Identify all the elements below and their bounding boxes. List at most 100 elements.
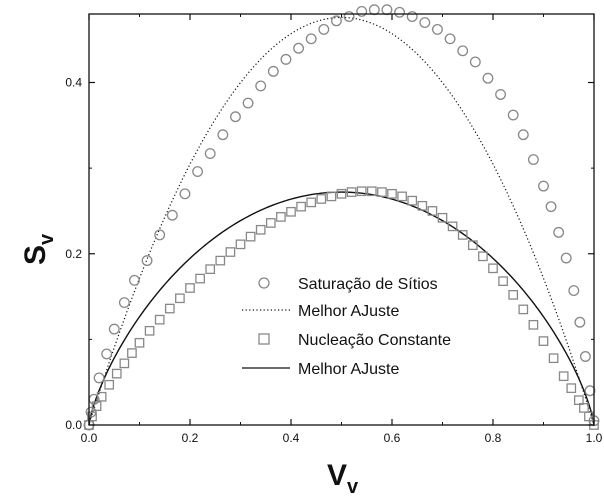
data-point-square [377,187,387,197]
data-point-square [265,218,276,228]
data-point-circle [579,351,591,362]
data-point-square [296,201,306,212]
data-point-square [566,383,577,394]
data-point-circle [217,129,229,141]
data-point-square [387,188,397,199]
legend: Saturação de Sítios Melhor AJuste Nuclea… [242,276,451,378]
data-point-circle [507,109,519,121]
x-tick-label: 0.8 [485,431,502,445]
data-point-square [508,289,519,300]
x-tick-label: 0.0 [81,431,98,445]
data-point-circle [584,385,596,397]
y-tick-label: 0.0 [65,418,82,432]
data-point-square [498,276,508,287]
data-point-circle [141,255,153,267]
data-point-square [437,212,448,223]
data-point-circle [93,372,105,384]
legend-label-melhor-ajuste-dotted: Melhor AJuste [298,303,399,320]
data-point-square [407,195,418,206]
axis-ticks: 0.0 0.2 0.4 0.6 0.8 1.0 0.0 0.2 0.4 [65,14,603,445]
legend-symbol-square [258,333,270,345]
data-point-circle [560,252,572,264]
data-point-circle [574,316,586,328]
data-point-square [245,231,256,242]
x-tick-label: 0.6 [384,431,401,445]
data-point-square [134,337,145,348]
data-point-circle [356,5,368,17]
x-axis-label: Vv [327,459,359,498]
fit-line-dotted [88,16,595,426]
data-point-circle [545,201,557,213]
x-tick-label: 0.2 [182,431,199,445]
data-point-circle [166,209,178,221]
data-point-square [346,187,357,197]
data-point-square [91,401,102,412]
fit-line-solid [88,191,595,426]
data-point-circle [432,23,443,35]
data-point-square [457,230,468,240]
data-point-square [164,303,175,314]
data-point-circle [343,11,355,23]
data-point-square [336,188,347,199]
data-point-square [205,264,216,275]
data-point-circle [318,23,330,35]
data-point-square [215,255,226,266]
data-point-circle [179,188,191,200]
data-point-square [104,379,115,390]
data-point-square [366,186,377,197]
legend-label-nucleacao: Nucleação Constante [298,332,451,349]
data-point-circle [419,17,431,29]
data-point-circle [368,4,380,16]
data-point-circle [538,180,549,192]
data-point-circle [527,154,539,166]
y-axis-label-main: S [19,245,52,265]
data-point-circle [128,274,140,286]
data-point-square [447,221,458,232]
data-point-square [467,240,478,251]
data-point-square [111,368,122,379]
data-point-circle [444,33,456,45]
data-point-square [127,348,137,358]
data-point-square [316,194,327,204]
data-point-square [538,336,549,346]
data-point-circle [495,89,507,100]
data-point-square [397,191,407,202]
data-point-circle [394,6,406,18]
data-point-circle [406,11,418,23]
data-point-circle [482,72,494,84]
data-point-circle [267,65,279,77]
data-point-circle [192,166,204,178]
data-point-circle [553,226,565,238]
data-point-square [276,212,286,222]
y-axis-label: Sv [19,233,58,265]
data-point-square [87,411,97,422]
x-tick-label: 1.0 [586,431,603,445]
x-axis-label-main: V [327,459,347,492]
data-point-circle [229,111,241,123]
data-point-square [356,186,367,197]
legend-symbol-circle [258,277,270,289]
data-point-circle [118,297,130,309]
data-point-square [119,358,130,369]
data-point-circle [457,45,469,57]
data-point-square [175,293,185,304]
data-point-square [144,325,155,336]
data-point-square [306,197,317,208]
data-point-square [154,314,165,325]
legend-label-melhor-ajuste-solid: Melhor AJuste [298,361,399,378]
data-point-square [574,395,584,406]
data-point-circle [108,323,120,335]
data-point-square [255,224,266,235]
y-tick-label: 0.4 [65,76,82,90]
data-point-square [185,283,195,293]
x-tick-label: 0.4 [283,431,300,445]
plot-marks [83,4,600,431]
data-point-circle [242,97,254,109]
data-point-circle [469,56,481,68]
data-point-square [96,391,107,402]
data-point-circle [204,148,216,160]
data-point-square [478,251,488,262]
data-point-square [417,200,428,211]
data-point-square [286,206,296,217]
